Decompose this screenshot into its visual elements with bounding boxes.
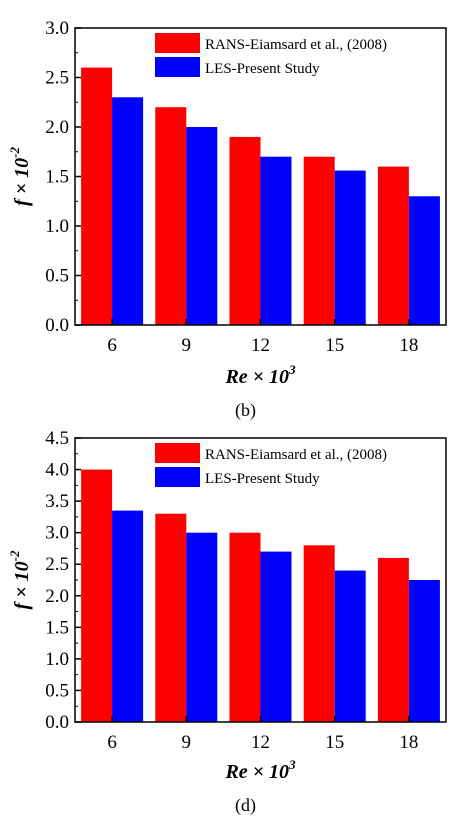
- bar-les-6: [112, 97, 144, 325]
- y-tick-label: 0.0: [45, 315, 69, 336]
- bar-rans-9: [155, 513, 187, 722]
- legend-swatch-rans: [155, 443, 200, 463]
- y-tick-label: 1.0: [45, 216, 69, 237]
- x-tick-label: 15: [325, 732, 344, 753]
- y-tick-label: 2.0: [45, 117, 69, 138]
- x-tick-label: 9: [182, 335, 192, 356]
- bar-rans-12: [229, 136, 261, 325]
- chart-panel-b: 0.0 0.5 1.0 1.5 2.0 2.5 3.0 6 9 12 15 18 RANS-Eiamsa…: [7, 18, 447, 421]
- x-axis-label-main: Re × 10: [224, 366, 289, 388]
- y-tick-label: 0.0: [45, 712, 69, 733]
- bar-les-12: [260, 156, 292, 325]
- bar-rans-15: [303, 545, 335, 722]
- x-tick-label: 15: [325, 335, 344, 356]
- legend-label-rans: RANS-Eiamsard et al., (2008): [205, 37, 387, 53]
- legend-label-rans: RANS-Eiamsard et al., (2008): [205, 447, 387, 463]
- panel-caption: (d): [235, 795, 256, 816]
- bar-les-15: [334, 570, 366, 722]
- x-tick-label: 18: [399, 335, 418, 356]
- y-tick-label: 1.0: [45, 649, 69, 670]
- y-tick-label: 1.5: [45, 167, 69, 188]
- x-axis-label-sup: 3: [288, 757, 296, 772]
- legend-swatch-les: [155, 467, 200, 487]
- x-tick-label: 6: [107, 335, 117, 356]
- legend-swatch-les: [155, 57, 200, 77]
- bar-les-12: [260, 551, 292, 722]
- bar-les-9: [186, 532, 218, 722]
- legend-swatch-rans: [155, 33, 200, 53]
- y-tick-label: 0.5: [45, 680, 69, 701]
- y-tick-label: 1.5: [45, 617, 69, 638]
- bar-rans-6: [81, 469, 113, 722]
- bar-rans-12: [229, 532, 261, 722]
- panel-caption: (b): [235, 400, 256, 421]
- x-axis-label-main: Re × 10: [224, 761, 289, 783]
- bar-rans-18: [377, 557, 409, 722]
- x-tick-label: 9: [182, 732, 192, 753]
- bar-les-18: [408, 580, 440, 722]
- x-tick-label: 18: [399, 732, 418, 753]
- bar-les-18: [408, 196, 440, 325]
- x-tick-label: 6: [107, 732, 117, 753]
- y-tick-label: 0.5: [45, 266, 69, 287]
- y-axis-label: f × 10-2: [7, 550, 33, 609]
- bar-rans-18: [377, 166, 409, 325]
- y-axis-label: f × 10-2: [7, 147, 33, 206]
- y-tick-label: 3.0: [45, 18, 69, 39]
- x-tick-label: 12: [251, 732, 270, 753]
- y-tick-label: 3.0: [45, 523, 69, 544]
- y-tick-label: 4.0: [45, 460, 69, 481]
- x-tick-label: 12: [251, 335, 270, 356]
- x-axis-label: Re × 103: [224, 362, 296, 388]
- chart-panel-d: 0.0 0.5 1.0 1.5 2.0 2.5 3.0 3.5 4.0 4.5 6 9 12 15 18 RA…: [7, 428, 447, 816]
- bar-les-15: [334, 170, 366, 325]
- bar-les-9: [186, 127, 218, 325]
- legend-label-les: LES-Present Study: [205, 61, 320, 77]
- y-tick-label: 4.5: [45, 428, 69, 449]
- y-tick-label: 2.5: [45, 68, 69, 89]
- bar-rans-6: [81, 67, 113, 325]
- y-tick-label: 2.0: [45, 586, 69, 607]
- bar-les-6: [112, 510, 144, 722]
- legend-label-les: LES-Present Study: [205, 471, 320, 487]
- y-axis-label-sup: -2: [7, 550, 22, 561]
- y-tick-label: 3.5: [45, 491, 69, 512]
- y-tick-label: 2.5: [45, 554, 69, 575]
- bar-rans-9: [155, 107, 187, 325]
- y-axis-label-main: f × 10: [11, 158, 33, 206]
- bar-rans-15: [303, 156, 335, 325]
- y-axis-label-sup: -2: [7, 147, 22, 158]
- x-axis-label-sup: 3: [288, 362, 296, 377]
- y-axis-label-main: f × 10: [11, 561, 33, 609]
- x-axis-label: Re × 103: [224, 757, 296, 783]
